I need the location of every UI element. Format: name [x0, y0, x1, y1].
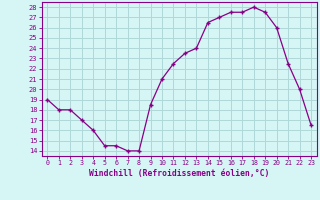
- X-axis label: Windchill (Refroidissement éolien,°C): Windchill (Refroidissement éolien,°C): [89, 169, 269, 178]
